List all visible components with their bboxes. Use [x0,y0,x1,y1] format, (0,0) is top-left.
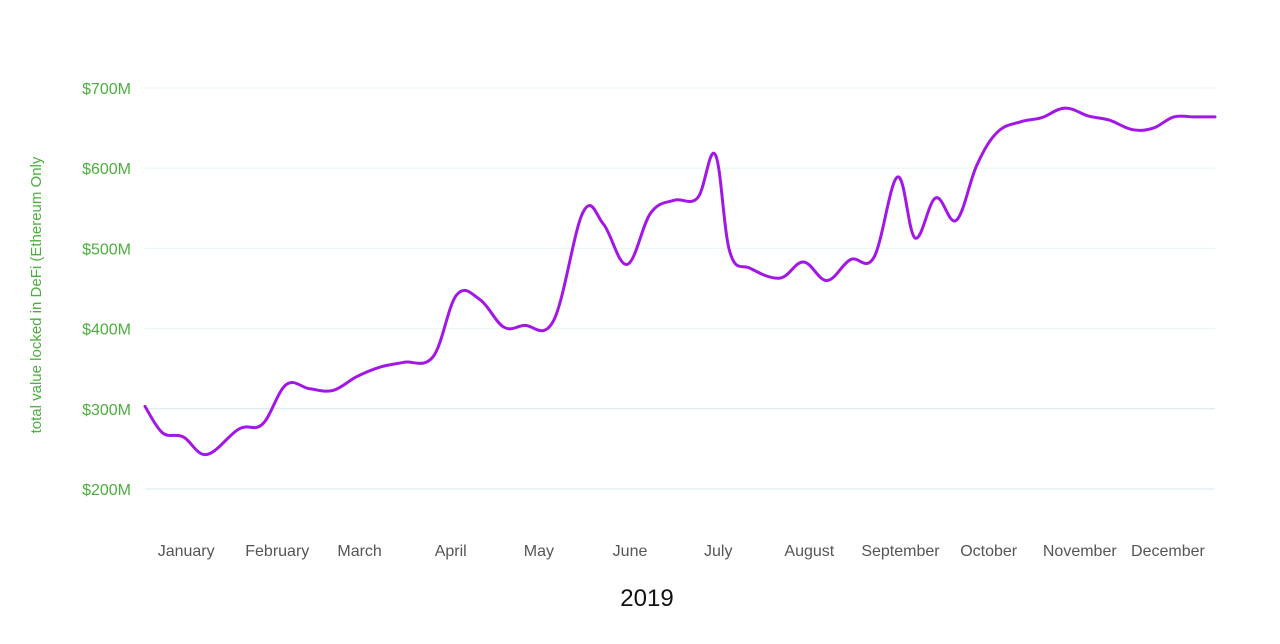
y-tick-label: $400M [82,322,131,339]
x-axis-title: 2019 [620,585,673,612]
series-line-tvl [143,106,1217,457]
x-tick-label: May [524,543,554,560]
x-tick-label: March [337,543,381,560]
y-axis-ticks: $200M $300M $400M $500M $600M $700M [82,81,131,499]
y-tick-label: $500M [82,241,131,258]
x-tick-label: December [1131,543,1205,560]
y-axis-title: total value locked in DeFi (Ethereum Onl… [28,156,45,433]
y-tick-label: $600M [82,161,131,178]
x-tick-label: November [1043,543,1117,560]
x-tick-label: January [158,543,215,560]
x-tick-label: April [435,543,467,560]
x-axis-ticks: January February March April May June July Augu… [158,543,1206,560]
y-tick-label: $700M [82,81,131,98]
x-tick-label: August [784,543,834,560]
y-tick-label: $300M [82,402,131,419]
x-tick-label: September [861,543,940,560]
x-tick-label: June [613,543,648,560]
x-tick-label: July [704,543,732,560]
y-tick-label: $200M [82,482,131,499]
x-tick-label: October [960,543,1018,560]
gridlines [145,87,1215,490]
x-tick-label: February [245,543,309,560]
